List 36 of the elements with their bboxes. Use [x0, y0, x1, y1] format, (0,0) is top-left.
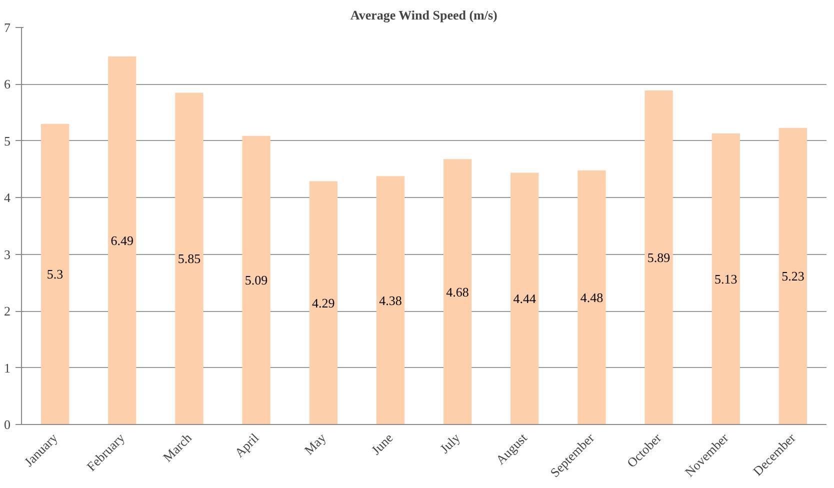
data-label: 4.44 [513, 291, 536, 306]
bar [40, 124, 70, 424]
data-label: 4.38 [379, 292, 402, 308]
bar [510, 172, 539, 424]
y-tick-label: 3 [4, 246, 10, 262]
bar [175, 92, 204, 424]
data-label: 5.09 [244, 272, 268, 288]
bar [108, 56, 136, 424]
x-tick-label: June [368, 430, 396, 458]
y-tick-label: 2 [4, 304, 10, 319]
data-label: 5.23 [782, 268, 804, 284]
data-label: 6.49 [110, 232, 134, 248]
bar [644, 90, 673, 424]
y-tick-label: 5 [4, 133, 10, 148]
x-tick-label: May [301, 430, 330, 458]
bar [778, 128, 808, 424]
y-tick-label: 1 [4, 360, 10, 376]
data-label: 4.48 [580, 290, 604, 305]
bar [376, 176, 405, 424]
data-label: 5.85 [178, 251, 201, 266]
x-tick-label: July [436, 430, 464, 456]
y-tick-label: 7 [4, 20, 11, 35]
data-label: 4.29 [312, 295, 335, 310]
data-label: 5.13 [714, 272, 738, 287]
y-tick-label: 4 [4, 190, 11, 206]
data-label: 5.3 [46, 266, 64, 282]
bar [443, 159, 472, 424]
y-tick-label: 6 [4, 76, 11, 92]
bar [712, 134, 740, 424]
data-label: 4.68 [446, 284, 469, 300]
y-tick-label: 0 [4, 417, 10, 432]
chart-title: Average Wind Speed (m/s) [350, 8, 498, 22]
bar [578, 170, 606, 424]
bar [309, 181, 338, 424]
bar [242, 136, 270, 424]
data-label: 5.89 [647, 250, 670, 265]
